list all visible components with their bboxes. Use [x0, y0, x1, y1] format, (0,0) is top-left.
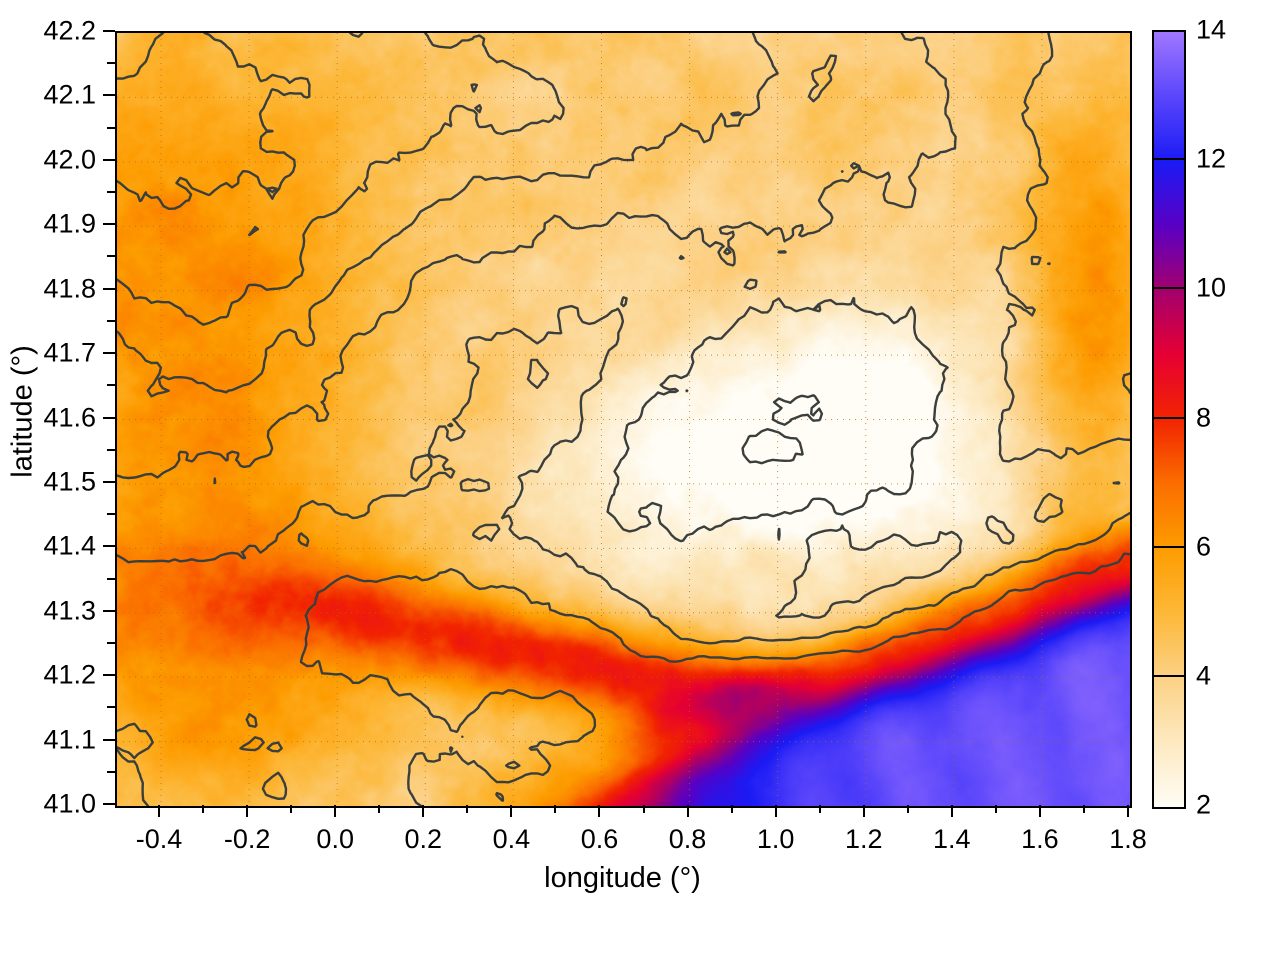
- y-tick-label: 41.1: [43, 724, 96, 755]
- plot-area: [115, 31, 1132, 808]
- colorbar-tick-label: 10: [1196, 272, 1227, 303]
- y-tick-label: 42.0: [43, 144, 96, 175]
- y-tick-label: 42.1: [43, 79, 96, 110]
- x-tick-minor: [730, 805, 733, 813]
- colorbar-tick: [1152, 158, 1186, 161]
- x-tick-major: [334, 805, 337, 817]
- colorbar-tick-label: 6: [1196, 531, 1212, 562]
- y-tick-minor: [107, 770, 115, 773]
- x-tick-major: [950, 805, 953, 817]
- y-tick-minor: [107, 191, 115, 194]
- x-tick-major: [510, 805, 513, 817]
- y-tick-minor: [107, 384, 115, 387]
- colorbar-tick-label: 2: [1196, 789, 1212, 820]
- y-tick-major: [103, 674, 115, 677]
- y-axis-title: latitude (°): [6, 345, 39, 478]
- y-tick-major: [103, 352, 115, 355]
- x-tick-minor: [642, 805, 645, 813]
- x-tick-label: 1.6: [1021, 824, 1059, 854]
- x-tick-minor: [1082, 805, 1085, 813]
- y-tick-label: 41.0: [43, 788, 96, 819]
- y-tick-label: 41.7: [43, 337, 96, 368]
- x-tick-label: 0.0: [316, 824, 354, 854]
- y-tick-minor: [107, 319, 115, 322]
- x-tick-major: [1038, 805, 1041, 817]
- x-tick-major: [686, 805, 689, 817]
- colorbar-tick-label: 8: [1196, 402, 1212, 432]
- x-tick-minor: [994, 805, 997, 813]
- y-tick-minor: [107, 448, 115, 451]
- y-tick-major: [103, 287, 115, 290]
- y-tick-minor: [107, 706, 115, 709]
- x-tick-label: -0.4: [135, 824, 183, 854]
- x-tick-minor: [378, 805, 381, 813]
- x-tick-minor: [202, 805, 205, 813]
- x-tick-minor: [290, 805, 293, 813]
- y-tick-minor: [107, 126, 115, 129]
- colorbar-tick-label: 12: [1196, 143, 1227, 174]
- y-tick-major: [103, 94, 115, 97]
- colorbar-tick: [1152, 416, 1186, 419]
- colorbar-tick-label: 14: [1196, 14, 1227, 45]
- y-tick-major: [103, 738, 115, 741]
- y-tick-label: 41.3: [43, 595, 96, 626]
- x-tick-minor: [818, 805, 821, 813]
- colorbar-tick: [1152, 545, 1186, 548]
- x-axis-title: longitude (°): [544, 862, 701, 894]
- y-tick-minor: [107, 62, 115, 65]
- y-tick-major: [103, 30, 115, 32]
- y-tick-minor: [107, 577, 115, 580]
- x-tick-label: 1.8: [1109, 824, 1147, 854]
- colorbar-tick-label: 4: [1196, 660, 1212, 691]
- y-tick-major: [103, 609, 115, 612]
- colorbar: [1152, 30, 1186, 809]
- x-tick-label: 0.6: [580, 824, 619, 854]
- y-tick-major: [103, 416, 115, 419]
- x-tick-major: [598, 805, 601, 817]
- x-tick-label: 1.0: [756, 824, 795, 854]
- y-tick-minor: [107, 255, 115, 258]
- humidity-heatmap-field: [117, 33, 1130, 806]
- y-tick-label: 42.2: [43, 15, 96, 46]
- x-tick-major: [246, 805, 249, 817]
- y-tick-major: [103, 223, 115, 226]
- y-tick-major: [103, 803, 115, 805]
- x-tick-major: [862, 805, 865, 817]
- x-tick-major: [1127, 805, 1129, 817]
- x-tick-major: [422, 805, 425, 817]
- x-tick-minor: [466, 805, 469, 813]
- x-tick-label: 1.2: [844, 824, 883, 854]
- y-tick-minor: [107, 641, 115, 644]
- y-tick-label: 41.8: [43, 273, 96, 304]
- x-tick-label: 1.4: [933, 824, 971, 854]
- x-tick-label: 0.4: [492, 824, 531, 854]
- y-tick-major: [103, 480, 115, 483]
- x-tick-label: -0.2: [223, 824, 271, 854]
- x-tick-label: 0.8: [668, 824, 707, 854]
- y-tick-label: 41.9: [43, 208, 96, 239]
- y-tick-label: 41.2: [43, 659, 96, 690]
- y-tick-label: 41.4: [43, 530, 96, 561]
- colorbar-gradient: [1154, 32, 1184, 807]
- colorbar-tick: [1152, 674, 1186, 677]
- y-tick-major: [103, 545, 115, 548]
- y-tick-minor: [107, 513, 115, 516]
- y-tick-label: 41.6: [43, 402, 96, 432]
- x-tick-minor: [554, 805, 557, 813]
- y-tick-label: 41.5: [43, 466, 96, 497]
- x-tick-label: 0.2: [404, 824, 443, 854]
- y-tick-major: [103, 158, 115, 161]
- colorbar-tick: [1152, 287, 1186, 290]
- x-tick-major: [158, 805, 161, 817]
- x-tick-minor: [906, 805, 909, 813]
- x-tick-major: [774, 805, 777, 817]
